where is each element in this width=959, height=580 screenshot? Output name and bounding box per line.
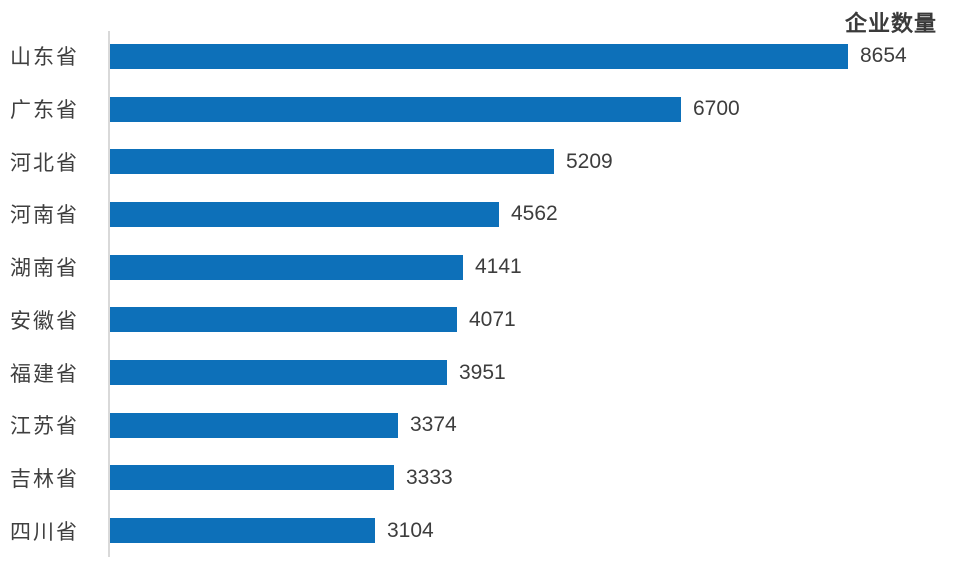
bar [110,149,554,175]
bar-row: 湖南省 4141 [0,241,959,294]
bar [110,412,398,438]
bar-row: 吉林省 3333 [0,452,959,505]
category-label: 湖南省 [10,257,79,281]
bar-row: 河北省 5209 [0,135,959,188]
bar-row: 安徽省 4071 [0,294,959,347]
bar-row: 山东省 8654 [0,30,959,83]
value-label: 3951 [459,360,506,384]
bar [110,307,457,333]
y-axis-line [108,31,110,557]
value-label: 3333 [406,465,453,489]
value-label: 4562 [511,202,558,226]
bar [110,43,848,69]
bar-row: 河南省 4562 [0,188,959,241]
category-label: 福建省 [10,362,79,386]
chart-title: 企业数量 [844,11,937,36]
bar [110,201,499,227]
category-label: 四川省 [10,520,79,544]
category-label: 河南省 [10,204,79,228]
category-label: 山东省 [10,46,79,70]
value-label: 3104 [387,518,434,542]
value-label: 4141 [475,255,522,279]
category-label: 吉林省 [10,467,79,491]
bar [110,518,375,544]
bar [110,254,463,280]
value-label: 6700 [693,97,740,121]
bar-row: 福建省 3951 [0,346,959,399]
value-label: 4071 [469,307,516,331]
value-label: 3374 [410,413,457,437]
bar-row: 江苏省 3374 [0,399,959,452]
value-label: 5209 [566,149,613,173]
bar [110,360,447,386]
bar-rows: 山东省 8654 广东省 6700 河北省 5209 河南省 4562 湖南省 4141 安徽省 40… [0,30,959,557]
bar-row: 广东省 6700 [0,83,959,136]
bar-row: 四川省 3104 [0,504,959,557]
category-label: 安徽省 [10,309,79,333]
category-label: 江苏省 [10,415,79,439]
category-label: 河北省 [10,151,79,175]
bar [110,465,394,491]
value-label: 8654 [860,44,907,68]
category-label: 广东省 [10,99,79,123]
bar [110,96,681,122]
